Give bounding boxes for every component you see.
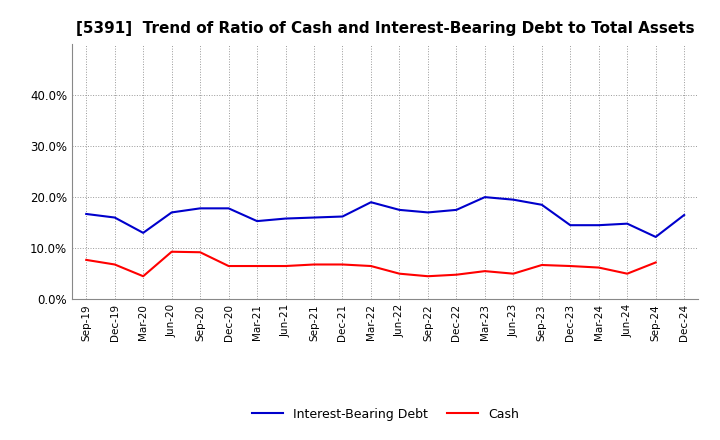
Cash xyxy=(566,264,575,269)
Interest-Bearing Debt xyxy=(623,221,631,226)
Interest-Bearing Debt xyxy=(537,202,546,207)
Cash xyxy=(167,249,176,254)
Interest-Bearing Debt xyxy=(310,215,318,220)
Interest-Bearing Debt xyxy=(110,215,119,220)
Interest-Bearing Debt xyxy=(225,206,233,211)
Cash xyxy=(225,264,233,269)
Interest-Bearing Debt xyxy=(196,206,204,211)
Cash xyxy=(537,262,546,268)
Interest-Bearing Debt xyxy=(139,230,148,235)
Cash xyxy=(423,274,432,279)
Interest-Bearing Debt xyxy=(480,194,489,200)
Cash xyxy=(480,268,489,274)
Cash xyxy=(253,264,261,269)
Legend: Interest-Bearing Debt, Cash: Interest-Bearing Debt, Cash xyxy=(247,403,523,425)
Line: Cash: Cash xyxy=(86,252,656,276)
Interest-Bearing Debt xyxy=(366,200,375,205)
Interest-Bearing Debt xyxy=(452,207,461,213)
Interest-Bearing Debt xyxy=(595,223,603,228)
Interest-Bearing Debt xyxy=(253,219,261,224)
Cash xyxy=(139,274,148,279)
Line: Interest-Bearing Debt: Interest-Bearing Debt xyxy=(86,197,684,237)
Interest-Bearing Debt xyxy=(509,197,518,202)
Interest-Bearing Debt xyxy=(395,207,404,213)
Cash xyxy=(452,272,461,277)
Cash xyxy=(82,257,91,263)
Interest-Bearing Debt xyxy=(82,211,91,216)
Cash xyxy=(196,249,204,255)
Cash xyxy=(509,271,518,276)
Cash xyxy=(310,262,318,267)
Interest-Bearing Debt xyxy=(566,223,575,228)
Cash xyxy=(395,271,404,276)
Interest-Bearing Debt xyxy=(167,210,176,215)
Interest-Bearing Debt xyxy=(338,214,347,219)
Interest-Bearing Debt xyxy=(652,234,660,239)
Cash xyxy=(652,260,660,265)
Cash xyxy=(282,264,290,269)
Cash xyxy=(366,264,375,269)
Cash xyxy=(110,262,119,267)
Title: [5391]  Trend of Ratio of Cash and Interest-Bearing Debt to Total Assets: [5391] Trend of Ratio of Cash and Intere… xyxy=(76,21,695,36)
Interest-Bearing Debt xyxy=(282,216,290,221)
Cash xyxy=(595,265,603,270)
Cash xyxy=(338,262,347,267)
Cash xyxy=(623,271,631,276)
Interest-Bearing Debt xyxy=(680,213,688,218)
Interest-Bearing Debt xyxy=(423,210,432,215)
